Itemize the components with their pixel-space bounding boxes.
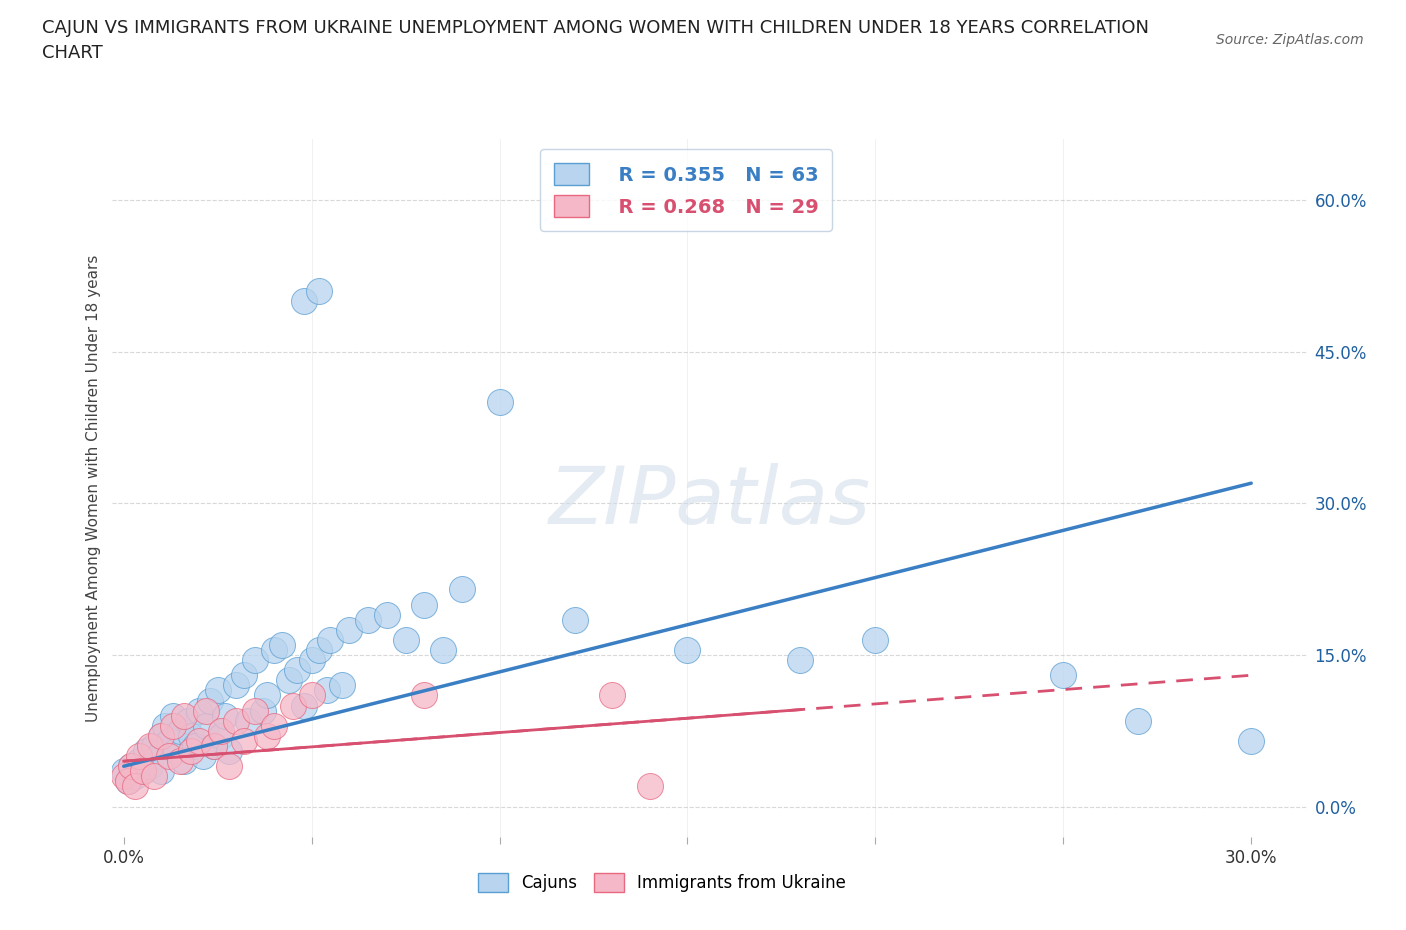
Point (375, 607, 398, 622)
Point (1128, 713, 1150, 728)
Point (301, 688, 323, 703)
Point (191, 749, 214, 764)
Point (117, 774, 139, 789)
Point (432, 643, 454, 658)
Point (131, 764, 153, 778)
Point (162, 709, 184, 724)
Point (315, 683, 337, 698)
Point (394, 632, 416, 647)
Point (184, 738, 207, 753)
Point (124, 779, 146, 794)
Point (488, 395, 510, 410)
Point (112, 764, 135, 778)
Point (173, 753, 195, 768)
Point (142, 769, 165, 784)
Point (202, 738, 225, 753)
Point (187, 734, 209, 749)
Point (117, 774, 139, 789)
Point (165, 744, 187, 759)
Point (225, 713, 247, 728)
Point (211, 728, 233, 743)
Point (195, 718, 218, 733)
Point (252, 703, 274, 718)
Point (337, 622, 360, 637)
Point (292, 698, 315, 713)
Point (157, 749, 180, 764)
Point (139, 738, 162, 753)
Point (128, 753, 150, 768)
Point (120, 759, 142, 774)
Text: CAJUN VS IMMIGRANTS FROM UKRAINE UNEMPLOYMENT AMONG WOMEN WITH CHILDREN UNDER 18: CAJUN VS IMMIGRANTS FROM UKRAINE UNEMPLO… (42, 19, 1149, 61)
Point (131, 764, 153, 778)
Point (202, 738, 225, 753)
Point (638, 779, 661, 794)
Point (120, 759, 142, 774)
Point (146, 749, 169, 764)
Point (256, 728, 278, 743)
Point (180, 728, 202, 743)
Point (256, 688, 278, 703)
Point (187, 703, 209, 718)
Point (214, 709, 236, 724)
Point (292, 294, 315, 309)
Point (169, 753, 191, 768)
Point (789, 653, 811, 668)
Point (207, 683, 229, 698)
Point (128, 749, 150, 764)
Point (173, 709, 195, 724)
Point (413, 597, 436, 612)
Point (263, 718, 285, 733)
Point (153, 718, 176, 733)
Y-axis label: Unemployment Among Women with Children Under 18 years: Unemployment Among Women with Children U… (86, 255, 101, 722)
Point (301, 653, 323, 668)
Point (285, 663, 308, 678)
Point (245, 653, 267, 668)
Point (225, 678, 247, 693)
Point (281, 698, 304, 713)
Point (218, 759, 240, 774)
Point (135, 744, 157, 759)
Point (195, 703, 218, 718)
Point (124, 769, 146, 784)
Point (169, 724, 191, 738)
Point (218, 744, 240, 759)
Point (180, 744, 202, 759)
Point (139, 759, 162, 774)
Point (564, 612, 586, 627)
Point (150, 728, 173, 743)
Point (233, 668, 256, 683)
Point (865, 632, 887, 647)
Point (162, 718, 184, 733)
Point (319, 632, 342, 647)
Point (357, 612, 380, 627)
Point (176, 713, 198, 728)
Text: Source: ZipAtlas.com: Source: ZipAtlas.com (1216, 33, 1364, 46)
Point (150, 728, 173, 743)
Point (278, 673, 301, 688)
Point (198, 693, 221, 708)
Point (270, 637, 292, 652)
Point (157, 734, 180, 749)
Point (451, 582, 474, 597)
Point (112, 769, 135, 784)
Point (236, 713, 259, 728)
Point (413, 688, 436, 703)
Point (263, 643, 285, 658)
Point (1052, 668, 1074, 683)
Point (142, 738, 165, 753)
Point (233, 734, 256, 749)
Point (1240, 734, 1263, 749)
Point (245, 703, 267, 718)
Point (150, 764, 173, 778)
Point (676, 643, 699, 658)
Legend: Cajuns, Immigrants from Ukraine: Cajuns, Immigrants from Ukraine (471, 866, 853, 898)
Point (602, 688, 624, 703)
Point (308, 284, 330, 299)
Point (330, 678, 353, 693)
Text: ZIPatlas: ZIPatlas (548, 463, 872, 541)
Point (211, 724, 233, 738)
Point (308, 643, 330, 658)
